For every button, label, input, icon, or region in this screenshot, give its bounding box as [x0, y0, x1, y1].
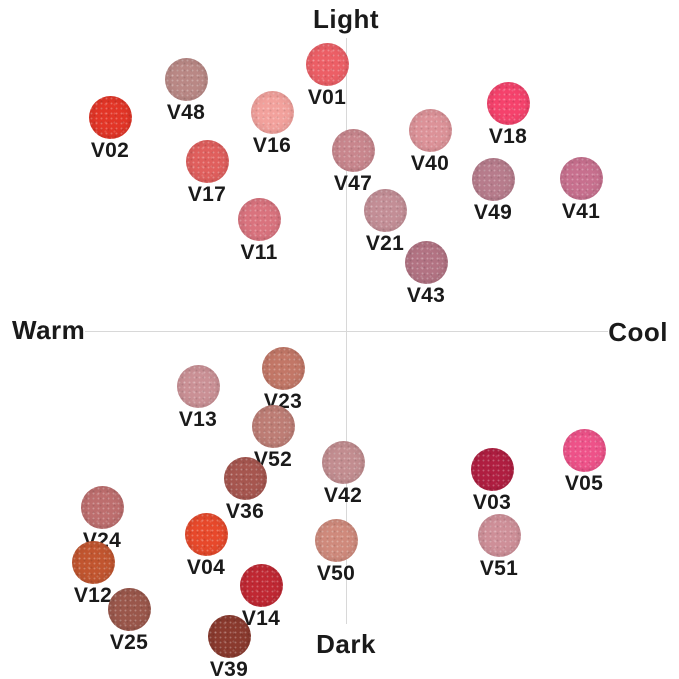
shade-label: V12: [73, 584, 113, 607]
shade-label: V49: [473, 201, 513, 224]
shade-label: V52: [253, 448, 293, 471]
shade-dot: [363, 188, 407, 232]
shade-dot: [185, 139, 229, 183]
shade-dot: [471, 157, 515, 201]
shade-label: V36: [225, 500, 265, 523]
shade-label: V39: [209, 658, 249, 679]
shade-label: V42: [323, 484, 363, 507]
shade-dot: [321, 440, 365, 484]
shade-dot: [237, 197, 281, 241]
shade-label: V50: [316, 562, 356, 585]
shade-dot: [88, 95, 132, 139]
shade-dot: [314, 518, 358, 562]
shade-dot: [251, 404, 295, 448]
shade-dot: [184, 512, 228, 556]
shade-dot: [404, 240, 448, 284]
shade-dot: [477, 513, 521, 557]
shade-label: V14: [241, 607, 281, 630]
shade-dot: [71, 540, 115, 584]
shade-label: V17: [187, 183, 227, 206]
axis-label-dark: Dark: [316, 629, 376, 659]
shade-dot: [305, 42, 349, 86]
shade-label: V02: [90, 139, 130, 162]
shade-label: V40: [410, 152, 450, 175]
shade-label: V16: [252, 134, 292, 157]
shade-dot: [164, 57, 208, 101]
shade-dot: [223, 456, 267, 500]
shade-dot: [239, 563, 283, 607]
shade-dot: [408, 108, 452, 152]
shade-dot: [331, 128, 375, 172]
shade-label: V01: [307, 86, 347, 109]
axis-label-warm: Warm: [12, 315, 86, 345]
shade-label: V18: [488, 125, 528, 148]
shade-dot: [486, 81, 530, 125]
axis-label-light: Light: [312, 4, 380, 34]
shade-dot: [250, 90, 294, 134]
shade-label: V11: [240, 241, 278, 264]
shade-label: V51: [479, 557, 519, 580]
shade-label: V03: [472, 491, 512, 514]
shade-dot: [176, 364, 220, 408]
shade-dot: [107, 587, 151, 631]
shade-dot: [261, 346, 305, 390]
shade-label: V13: [178, 408, 218, 431]
shade-dot: [80, 485, 124, 529]
shade-dot: [562, 428, 606, 472]
shade-label: V04: [186, 556, 226, 579]
shade-dot: [470, 447, 514, 491]
light-dark-axis-line: [346, 38, 347, 624]
shade-label: V25: [109, 631, 149, 654]
shade-label: V48: [166, 101, 206, 124]
shade-label: V05: [564, 472, 604, 495]
shade-label: V47: [333, 172, 373, 195]
shade-label: V21: [365, 232, 405, 255]
shade-label: V43: [406, 284, 446, 307]
shade-label: V41: [561, 200, 601, 223]
shade-dot: [559, 156, 603, 200]
shade-dot: [207, 614, 251, 658]
axis-label-cool: Cool: [608, 317, 668, 347]
